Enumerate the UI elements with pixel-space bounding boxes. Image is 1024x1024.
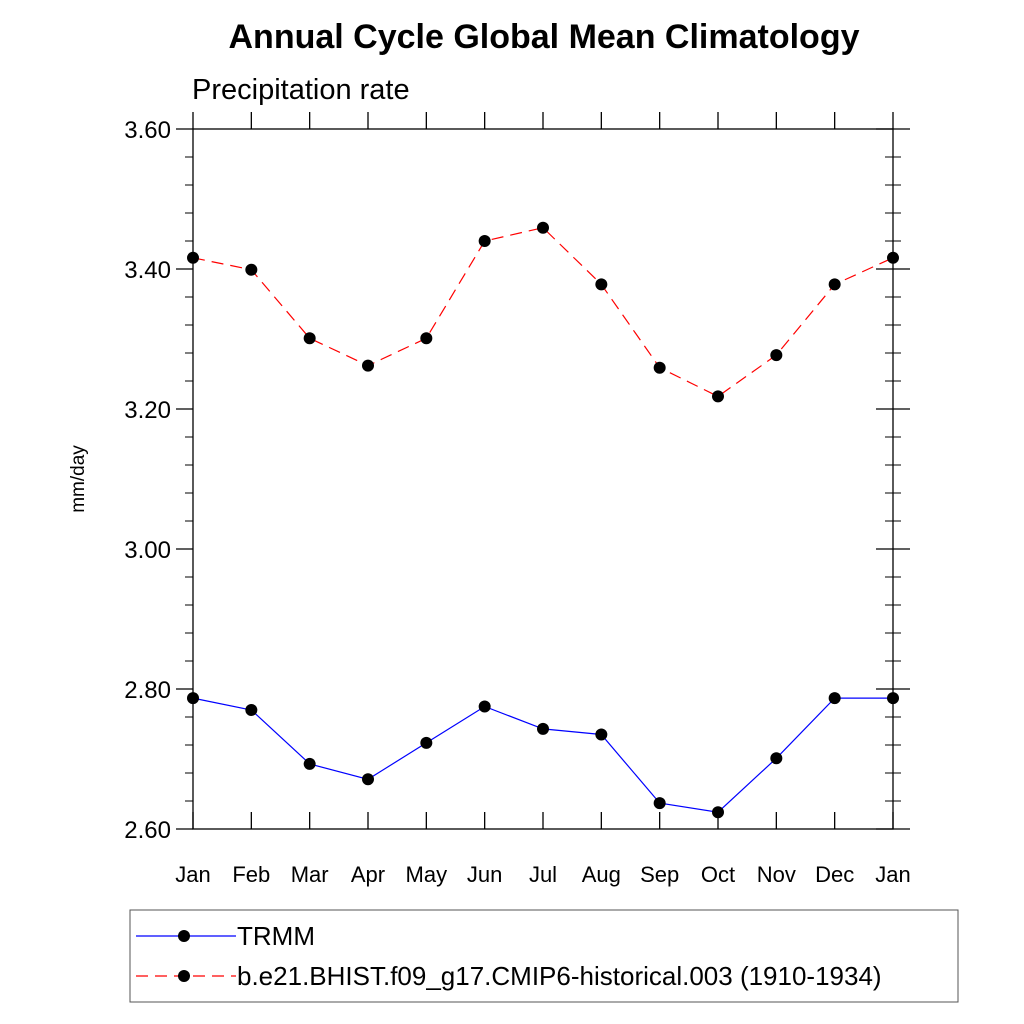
y-tick-label: 2.60: [124, 817, 171, 844]
series-1-point: [187, 251, 199, 264]
x-tick-label: Jan: [875, 862, 910, 887]
series-1-point: [537, 221, 549, 234]
x-tick-label: Jan: [175, 862, 210, 887]
series-0-point: [420, 736, 433, 749]
x-tick-label: Mar: [291, 862, 329, 887]
legend-label: TRMM: [237, 921, 315, 951]
x-tick-label: Oct: [701, 862, 735, 887]
y-tick-label: 3.60: [124, 117, 171, 144]
ticks-layer: 2.60 2.80 3.00 3.20 3.40 3.60 Jan Feb Mar Apr May J…: [124, 112, 911, 887]
x-tick-label: May: [406, 862, 448, 887]
series-0-point: [187, 692, 199, 705]
series-0-point: [828, 692, 841, 705]
series-0-point: [595, 728, 608, 741]
series-1-point: [653, 361, 666, 374]
series-0-point: [712, 806, 724, 819]
series-1-point: [770, 349, 783, 362]
series-0-point: [362, 773, 374, 786]
x-tick-label: Aug: [582, 862, 621, 887]
series-1-point: [420, 332, 433, 345]
x-tick-label: Nov: [757, 862, 796, 887]
series-layer: [187, 221, 899, 819]
series-1-point: [478, 235, 491, 247]
series-0-point: [245, 704, 258, 716]
plot-frame: [192, 128, 894, 830]
series-line-1: [192, 227, 894, 398]
x-tick-label: Jun: [467, 862, 502, 887]
y-axis-label: mm/day: [68, 445, 89, 513]
series-1-point: [887, 251, 899, 264]
series-1-point: [245, 263, 258, 276]
series-0-point: [303, 757, 316, 770]
legend-label: b.e21.BHIST.f09_g17.CMIP6-historical.003…: [237, 961, 882, 991]
series-0-point: [653, 797, 666, 810]
series-1-point: [595, 278, 608, 291]
x-tick-label: Feb: [232, 862, 270, 887]
series-1-point: [712, 390, 724, 403]
series-1-point: [303, 332, 316, 345]
series-line-0: [192, 697, 893, 813]
series-0-point: [770, 752, 783, 765]
y-tick-label: 2.80: [124, 677, 171, 704]
x-tick-label: Jul: [529, 862, 557, 887]
legend-box: [129, 909, 959, 1003]
legend-marker: [178, 970, 190, 982]
x-tick-label: Sep: [640, 862, 679, 887]
legend-marker: [178, 930, 190, 942]
legend: TRMM b.e21.BHIST.f09_g17.CMIP6-historical…: [129, 909, 959, 1003]
chart-subtitle: Precipitation rate: [192, 74, 410, 106]
series-1-point: [362, 359, 374, 372]
series-0-point: [887, 692, 899, 705]
series-1-point: [828, 278, 841, 291]
x-tick-label: Dec: [815, 862, 854, 887]
series-0-point: [478, 700, 491, 713]
y-tick-label: 3.20: [124, 397, 171, 424]
y-tick-label: 3.00: [124, 537, 171, 564]
y-tick-label: 3.40: [124, 257, 171, 284]
series-0-point: [537, 722, 549, 735]
chart-title: Annual Cycle Global Mean Climatology: [229, 18, 860, 56]
x-tick-label: Apr: [351, 862, 385, 887]
